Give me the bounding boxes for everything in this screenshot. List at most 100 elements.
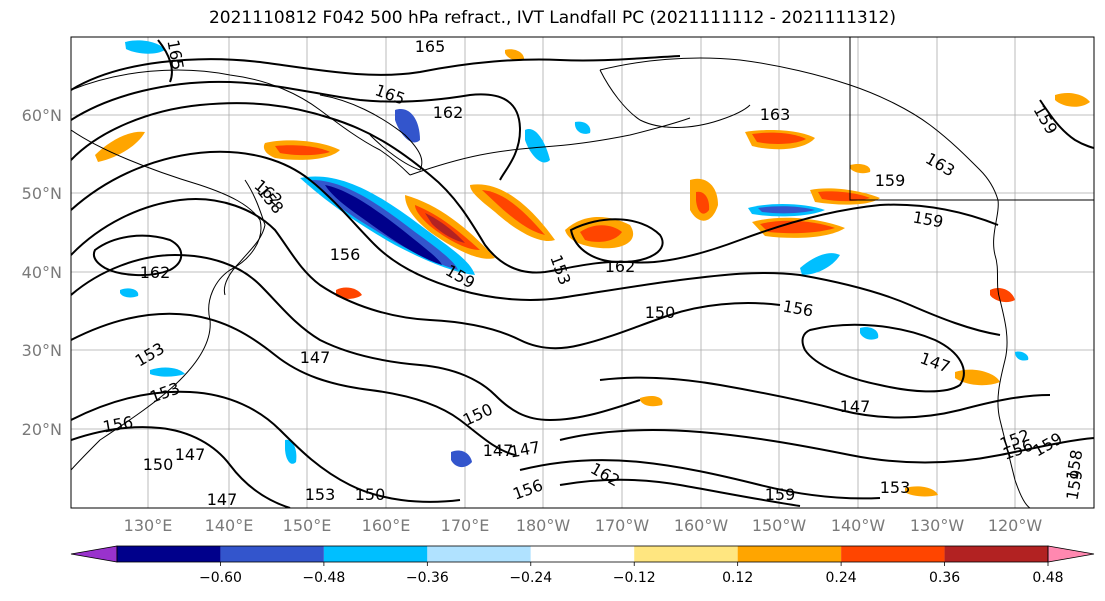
positive-blob-3-core bbox=[580, 225, 622, 242]
lat-label: 20°N bbox=[22, 420, 62, 439]
positive-anomaly-center bbox=[425, 213, 465, 243]
contour-label: 162 bbox=[605, 257, 636, 276]
colorbar-segment bbox=[737, 546, 842, 562]
contour-label: 147 bbox=[300, 348, 331, 367]
positive-blob-7-core bbox=[760, 220, 835, 234]
contour-label: 163 bbox=[760, 105, 791, 124]
latitude-labels: 60°N 50°N 40°N 30°N 20°N bbox=[22, 106, 62, 439]
map-title: 2021110812 F042 500 hPa refract., IVT La… bbox=[208, 8, 896, 28]
contour-label: 153 bbox=[305, 485, 336, 504]
positive-blob-18 bbox=[990, 288, 1015, 303]
colorbar-tick-label: −0.12 bbox=[613, 570, 656, 586]
contour-153 bbox=[71, 198, 781, 350]
negative-blob-22 bbox=[860, 327, 879, 340]
contour-156b bbox=[71, 426, 291, 508]
colorbar-extend-min bbox=[70, 545, 118, 563]
colorbar-tick-label: −0.36 bbox=[406, 570, 449, 586]
contour-label: 147 bbox=[175, 445, 206, 464]
contour-label: 150 bbox=[143, 455, 174, 474]
contour-label: 165 bbox=[415, 37, 446, 56]
contour-162 bbox=[71, 80, 522, 181]
alaska-coast bbox=[599, 57, 999, 201]
positive-blob-19 bbox=[640, 395, 663, 407]
contour-159b bbox=[519, 459, 881, 500]
colorbar: −0.60 −0.48 −0.36 −0.24 −0.12 0.12 0.24 0.36 0.4… bbox=[70, 545, 1095, 586]
colorbar-tick-label: 0.24 bbox=[826, 570, 857, 586]
colorbar-extend-max bbox=[1047, 545, 1095, 563]
negative-blob-26 bbox=[120, 288, 139, 298]
colorbar-segment bbox=[220, 546, 324, 562]
positive-blob-11 bbox=[336, 287, 362, 299]
colorbar-tick-label: −0.60 bbox=[199, 570, 242, 586]
lon-label: 130°E bbox=[124, 516, 173, 535]
lon-label: 130°W bbox=[910, 516, 965, 535]
contour-150c bbox=[569, 218, 664, 264]
contour-label: 147 bbox=[207, 490, 238, 509]
colorbar-segment bbox=[841, 546, 945, 562]
colorbar-segment bbox=[944, 546, 1048, 562]
contour-label: 162 bbox=[433, 103, 464, 122]
longitude-labels: 130°E 140°E 150°E 160°E 170°E 180°W 170°W 160°W… bbox=[124, 516, 1043, 535]
lon-label: 150°E bbox=[283, 516, 332, 535]
colorbar-segment bbox=[530, 546, 635, 562]
colorbar-tick-label: −0.48 bbox=[302, 570, 345, 586]
lat-label: 50°N bbox=[22, 184, 62, 203]
negative-blob-24 bbox=[800, 253, 840, 275]
colorbar-tick-label: −0.24 bbox=[509, 570, 552, 586]
contour-150 bbox=[71, 253, 641, 422]
colorbar-tick-label: 0.48 bbox=[1032, 570, 1063, 586]
contour-162b bbox=[559, 478, 801, 507]
positive-blob-9-core bbox=[696, 191, 710, 214]
positive-blob-17 bbox=[955, 369, 1000, 386]
negative-blob-21 bbox=[285, 439, 297, 464]
coastlines bbox=[71, 37, 1094, 508]
japan-coast bbox=[223, 179, 266, 296]
canada-border bbox=[849, 37, 1094, 201]
positive-blob-16 bbox=[1055, 92, 1090, 107]
positive-blob-28 bbox=[505, 49, 525, 61]
contour-label: 156 bbox=[330, 245, 361, 264]
contour-label: 147 bbox=[483, 441, 514, 460]
refractivity-field bbox=[95, 40, 1090, 497]
negative-anomaly-center bbox=[325, 185, 442, 265]
contour-153b bbox=[71, 390, 461, 503]
negative-blob-12 bbox=[125, 40, 165, 54]
map-frame bbox=[70, 36, 1095, 509]
contour-label: 162 bbox=[140, 263, 171, 282]
lat-label: 40°N bbox=[22, 263, 62, 282]
lon-label: 180°W bbox=[516, 516, 571, 535]
positive-blob-20 bbox=[905, 486, 938, 497]
colorbar-tick-label: 0.12 bbox=[722, 570, 753, 586]
map-panel bbox=[71, 37, 1094, 508]
positive-blob-4-core bbox=[275, 145, 330, 156]
positive-blob-5-core bbox=[752, 132, 806, 144]
aleutians bbox=[409, 117, 691, 176]
kamchatka-coast bbox=[319, 94, 423, 171]
lat-label: 30°N bbox=[22, 341, 62, 360]
positive-anomaly-core-2 bbox=[482, 190, 545, 235]
colorbar-segment bbox=[117, 546, 221, 562]
lon-label: 120°W bbox=[988, 516, 1043, 535]
lon-label: 160°E bbox=[362, 516, 411, 535]
height-contours bbox=[71, 39, 1094, 508]
negative-blob-23 bbox=[1015, 351, 1029, 361]
negative-blob-13 bbox=[525, 129, 550, 163]
contour-147 bbox=[71, 312, 516, 456]
negative-blob-15 bbox=[574, 121, 591, 134]
colorbar-segment bbox=[427, 546, 531, 562]
contour-147b bbox=[599, 376, 1051, 419]
negative-blob-25 bbox=[150, 367, 185, 377]
lon-label: 140°E bbox=[205, 516, 254, 535]
colorbar-segment bbox=[323, 546, 428, 562]
contour-150b bbox=[559, 429, 1094, 464]
contour-label: 159 bbox=[875, 171, 906, 190]
contour-165b bbox=[157, 39, 173, 83]
contour-165 bbox=[71, 55, 681, 91]
positive-blob-10 bbox=[95, 131, 145, 162]
contour-162c bbox=[92, 234, 183, 277]
negative-blob-14 bbox=[451, 450, 472, 468]
contour-label: 150 bbox=[355, 485, 386, 504]
lon-label: 150°W bbox=[752, 516, 807, 535]
north-america-coast bbox=[993, 199, 1031, 508]
